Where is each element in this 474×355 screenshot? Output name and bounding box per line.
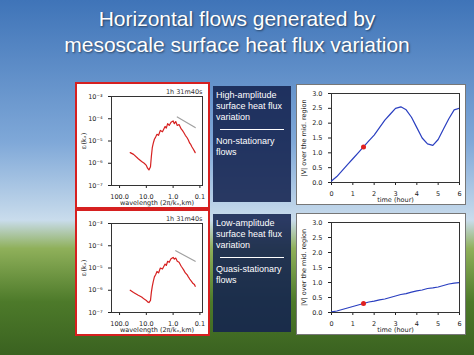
svg-text:εᵢ(kₓ): εᵢ(kₓ)	[80, 133, 88, 149]
svg-text:10⁻⁷: 10⁻⁷	[88, 182, 103, 190]
svg-text:0.5: 0.5	[312, 294, 322, 302]
svg-text:10⁻⁷: 10⁻⁷	[88, 309, 103, 317]
svg-text:2.5: 2.5	[312, 104, 322, 112]
svg-text:1.0: 1.0	[312, 279, 322, 287]
svg-text:|V| over the mid. region: |V| over the mid. region	[300, 99, 308, 176]
html-text:mesoscale surface heat flux va: mesoscale surface heat flux variation	[64, 33, 410, 56]
svg-text:1.0: 1.0	[312, 149, 322, 157]
svg-text:0.1: 0.1	[195, 320, 205, 328]
svg-text:10⁻⁶: 10⁻⁶	[88, 159, 103, 167]
svg-text:10⁻⁵: 10⁻⁵	[88, 137, 103, 145]
svg-text:10⁻⁴: 10⁻⁴	[88, 115, 103, 123]
svg-text:3.0: 3.0	[312, 219, 322, 227]
html-text:Low-amplitude surface heat flu: Low-amplitude surface heat flux variatio…	[216, 218, 282, 250]
svg-text:2: 2	[372, 190, 376, 198]
svg-text:10⁻⁵: 10⁻⁵	[88, 264, 103, 272]
html-text:Quasi-stationary flows: Quasi-stationary flows	[216, 264, 282, 285]
svg-text:100.0: 100.0	[110, 320, 129, 329]
svg-text:2: 2	[372, 320, 376, 328]
svg-text:1.5: 1.5	[312, 264, 322, 272]
svg-text:3.0: 3.0	[312, 90, 322, 98]
svg-text:100.0: 100.0	[110, 193, 129, 202]
svg-text:10.0: 10.0	[139, 320, 154, 329]
svg-text:10⁻³: 10⁻³	[88, 93, 103, 101]
html-text:High-amplitude surface heat fl: High-amplitude surface heat flux variati…	[216, 90, 282, 122]
svg-text:time (hour): time (hour)	[377, 326, 414, 334]
svg-text:6: 6	[457, 190, 461, 198]
svg-text:1.5: 1.5	[312, 134, 322, 142]
svg-text:0.0: 0.0	[312, 179, 322, 187]
svg-text:6: 6	[457, 320, 461, 328]
html-text:Horizontal flows generated by: Horizontal flows generated by	[98, 7, 376, 30]
svg-text:0: 0	[329, 320, 333, 328]
svg-text:1h 31m40s: 1h 31m40s	[166, 88, 203, 96]
svg-text:2.0: 2.0	[312, 119, 322, 127]
svg-text:0.0: 0.0	[312, 309, 322, 317]
svg-text:2.5: 2.5	[312, 234, 322, 242]
svg-text:|V| over the mid. region: |V| over the mid. region	[300, 229, 308, 306]
svg-text:wavelength (2π/kₓ,km): wavelength (2π/kₓ,km)	[120, 199, 194, 207]
svg-text:0.1: 0.1	[195, 193, 205, 201]
svg-text:wavelength (2π/kₓ,km): wavelength (2π/kₓ,km)	[120, 326, 194, 334]
svg-text:5: 5	[436, 320, 440, 328]
svg-text:2.0: 2.0	[312, 249, 322, 257]
svg-text:time (hour): time (hour)	[377, 196, 414, 204]
svg-text:3: 3	[393, 320, 398, 329]
svg-text:10⁻⁴: 10⁻⁴	[88, 242, 103, 250]
html-text:Non-stationary flows: Non-stationary flows	[216, 136, 275, 157]
svg-text:1.0: 1.0	[168, 320, 179, 329]
svg-text:10⁻³: 10⁻³	[88, 220, 103, 228]
svg-text:1h 31m40s: 1h 31m40s	[166, 215, 203, 223]
svg-text:3: 3	[393, 190, 398, 199]
svg-text:5: 5	[436, 190, 440, 198]
svg-text:1: 1	[351, 190, 355, 198]
svg-text:0.5: 0.5	[312, 164, 322, 172]
svg-text:10⁻⁶: 10⁻⁶	[88, 286, 103, 294]
svg-text:4: 4	[415, 190, 419, 198]
svg-text:0: 0	[329, 190, 333, 198]
svg-text:4: 4	[415, 320, 419, 328]
svg-text:1: 1	[351, 320, 355, 328]
svg-text:10.0: 10.0	[139, 193, 154, 202]
svg-text:εᵢ(kₓ): εᵢ(kₓ)	[80, 260, 88, 276]
svg-text:1.0: 1.0	[168, 193, 179, 202]
